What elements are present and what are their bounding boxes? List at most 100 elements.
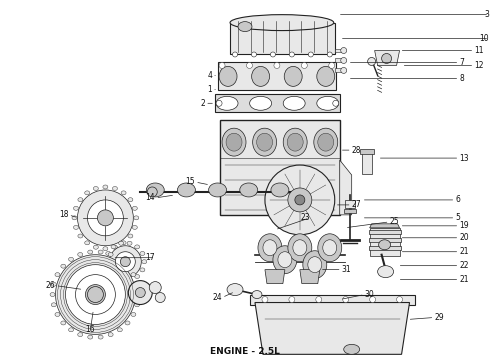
Ellipse shape: [117, 257, 122, 261]
Ellipse shape: [113, 245, 118, 249]
Ellipse shape: [317, 96, 339, 110]
Bar: [345, 200, 355, 208]
Ellipse shape: [94, 245, 98, 249]
Ellipse shape: [135, 282, 140, 286]
Text: 8: 8: [460, 74, 464, 83]
Ellipse shape: [343, 345, 360, 354]
Text: 3: 3: [485, 10, 490, 19]
Ellipse shape: [316, 297, 322, 302]
Ellipse shape: [303, 251, 327, 279]
Text: 26: 26: [46, 281, 55, 290]
Ellipse shape: [283, 96, 305, 110]
Ellipse shape: [131, 273, 136, 276]
Ellipse shape: [323, 240, 337, 256]
Ellipse shape: [135, 303, 140, 307]
Ellipse shape: [293, 240, 307, 256]
Bar: [250, 294, 415, 305]
Ellipse shape: [128, 198, 133, 202]
Text: 18: 18: [59, 210, 69, 219]
Polygon shape: [255, 302, 410, 354]
Text: 22: 22: [460, 261, 469, 270]
Ellipse shape: [77, 190, 133, 246]
Ellipse shape: [115, 252, 135, 272]
Ellipse shape: [125, 321, 130, 325]
Ellipse shape: [317, 67, 335, 86]
Ellipse shape: [288, 234, 312, 262]
Ellipse shape: [287, 133, 303, 151]
Bar: [335, 49, 341, 53]
Text: 20: 20: [460, 233, 469, 242]
Text: 14: 14: [146, 193, 155, 202]
Ellipse shape: [111, 245, 116, 249]
Ellipse shape: [135, 274, 140, 279]
Ellipse shape: [74, 225, 78, 229]
Ellipse shape: [87, 287, 103, 302]
Ellipse shape: [265, 165, 335, 235]
Ellipse shape: [314, 128, 338, 156]
Text: 5: 5: [455, 213, 460, 222]
Ellipse shape: [343, 297, 349, 302]
Text: 23: 23: [300, 213, 310, 222]
Ellipse shape: [85, 191, 90, 195]
Bar: [360, 149, 374, 154]
Ellipse shape: [155, 293, 165, 302]
Text: 1: 1: [207, 85, 212, 94]
Ellipse shape: [216, 100, 222, 106]
Ellipse shape: [104, 260, 109, 264]
Ellipse shape: [75, 275, 115, 315]
Ellipse shape: [149, 282, 161, 293]
Ellipse shape: [119, 241, 123, 245]
Ellipse shape: [230, 15, 334, 31]
Polygon shape: [300, 270, 320, 284]
Ellipse shape: [278, 252, 292, 268]
Text: 11: 11: [474, 46, 484, 55]
Ellipse shape: [128, 234, 133, 238]
Polygon shape: [230, 23, 335, 54]
Text: 21: 21: [460, 275, 469, 284]
Ellipse shape: [69, 328, 74, 332]
Text: 21: 21: [460, 247, 469, 256]
Ellipse shape: [238, 22, 252, 32]
Ellipse shape: [341, 58, 347, 63]
Ellipse shape: [61, 264, 66, 268]
Ellipse shape: [134, 216, 139, 220]
Ellipse shape: [290, 52, 294, 57]
Ellipse shape: [378, 266, 393, 278]
Polygon shape: [375, 50, 399, 66]
Ellipse shape: [140, 252, 145, 256]
Ellipse shape: [109, 246, 141, 278]
Ellipse shape: [341, 48, 347, 54]
Ellipse shape: [379, 240, 391, 250]
Ellipse shape: [135, 288, 145, 298]
Ellipse shape: [98, 250, 103, 254]
Text: 13: 13: [460, 154, 469, 163]
Ellipse shape: [106, 268, 111, 272]
Ellipse shape: [127, 241, 132, 245]
Text: 7: 7: [460, 58, 464, 67]
Ellipse shape: [108, 252, 113, 256]
Ellipse shape: [283, 128, 307, 156]
Ellipse shape: [51, 282, 56, 286]
Polygon shape: [340, 160, 352, 215]
Bar: [218, 62, 336, 90]
Ellipse shape: [87, 200, 123, 236]
Ellipse shape: [121, 241, 126, 245]
Text: 2: 2: [200, 99, 205, 108]
Bar: [368, 238, 400, 242]
Ellipse shape: [142, 260, 147, 264]
Ellipse shape: [61, 321, 66, 325]
Ellipse shape: [117, 328, 122, 332]
Ellipse shape: [78, 333, 83, 337]
Ellipse shape: [333, 100, 339, 106]
Ellipse shape: [341, 67, 347, 73]
Ellipse shape: [258, 234, 282, 262]
Ellipse shape: [51, 303, 56, 307]
Text: 4: 4: [207, 71, 212, 80]
Text: 27: 27: [352, 201, 361, 210]
Bar: [343, 209, 356, 213]
Ellipse shape: [270, 52, 275, 57]
Ellipse shape: [369, 297, 376, 302]
Ellipse shape: [209, 183, 226, 197]
Ellipse shape: [103, 247, 108, 251]
Bar: [335, 68, 341, 72]
